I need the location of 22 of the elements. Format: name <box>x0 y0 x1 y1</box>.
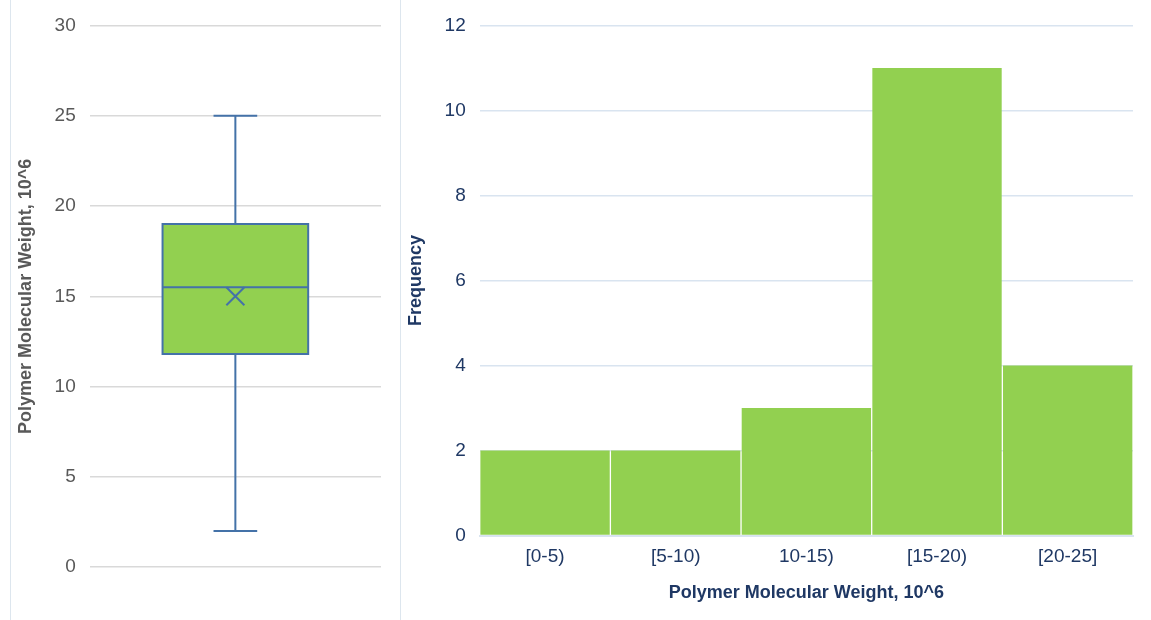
x-tick-label: 10-15) <box>778 545 834 567</box>
y-tick-label: 5 <box>65 465 76 487</box>
x-tick-label: [15-20) <box>906 545 968 567</box>
y-tick-label: 0 <box>65 555 76 577</box>
y-tick-label: 0 <box>455 523 466 545</box>
y-axis-title: Frequency <box>404 234 425 327</box>
y-axis-title: Polymer Molecular Weight, 10^6 <box>14 158 35 434</box>
y-tick-label: 2 <box>455 438 466 460</box>
y-tick-label: 6 <box>455 268 466 290</box>
y-tick-label: 8 <box>455 183 466 205</box>
y-tick-label: 30 <box>54 13 76 35</box>
y-tick-label: 10 <box>54 374 76 396</box>
y-tick-label: 15 <box>54 284 76 306</box>
y-tick-label: 25 <box>54 103 76 125</box>
x-tick-label: [20-25] <box>1038 545 1098 567</box>
x-tick-label: [5-10) <box>650 545 701 567</box>
y-tick-label: 12 <box>444 13 466 35</box>
x-axis-title: Polymer Molecular Weight, 10^6 <box>668 582 944 603</box>
y-tick-label: 10 <box>444 98 466 120</box>
y-tick-label: 4 <box>455 353 467 375</box>
y-tick-label: 20 <box>54 194 76 216</box>
x-tick-label: [0-5) <box>525 545 565 567</box>
